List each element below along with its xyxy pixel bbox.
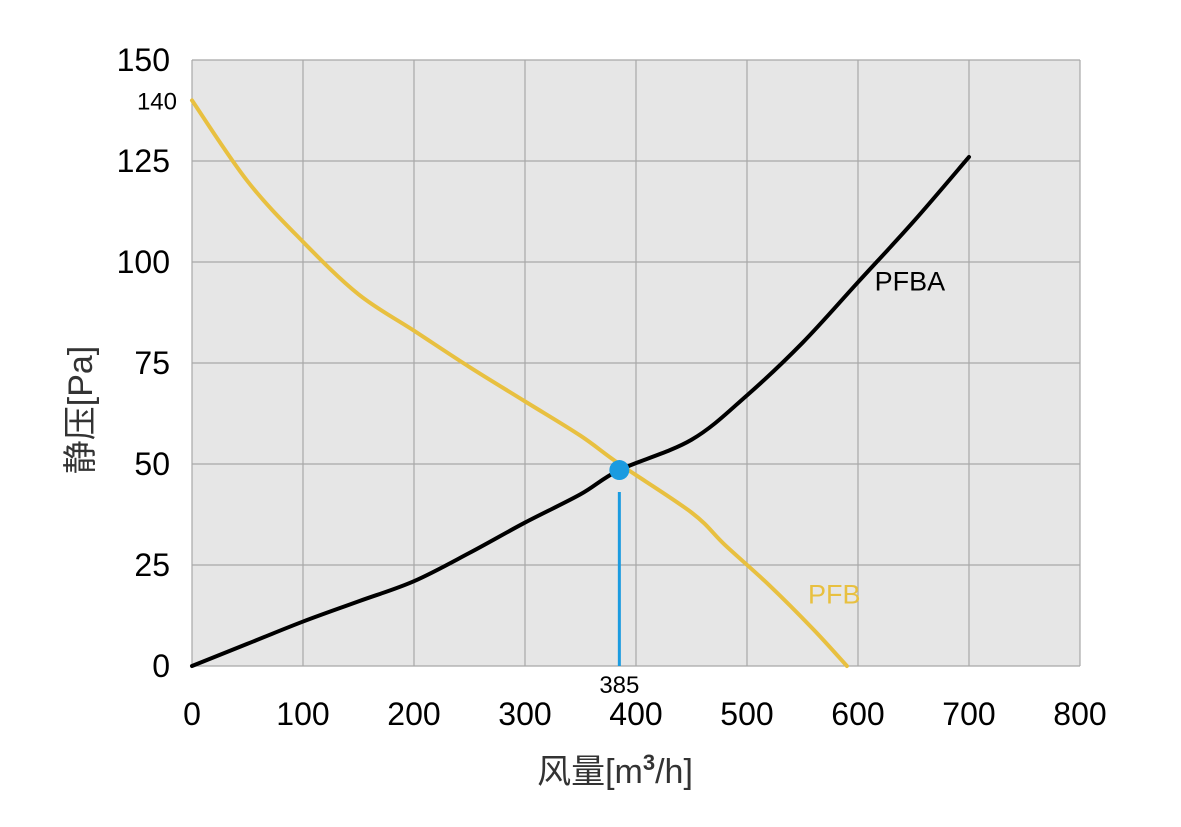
x-tick-label: 800 <box>1053 696 1106 732</box>
x-tick-label: 200 <box>387 696 440 732</box>
x-tick-label: 700 <box>942 696 995 732</box>
x-axis-title-main: 风量[m <box>537 753 643 791</box>
series-layer: PFBA PFB <box>190 98 971 668</box>
y-tick-label: 50 <box>134 446 170 482</box>
y-tick-label: 150 <box>117 42 170 78</box>
intersection-x-value-label: 385 <box>599 672 639 699</box>
x-tick-label: 500 <box>720 696 773 732</box>
y-tick-label: 0 <box>152 648 170 684</box>
series-line-pfba <box>190 154 971 668</box>
y-tick-label: 75 <box>134 345 170 381</box>
x-axis-title-superscript: 3 <box>643 750 655 775</box>
grid-lines <box>191 59 1081 667</box>
x-tick-label: 400 <box>609 696 662 732</box>
series-line-pfb <box>190 98 849 668</box>
y-tick-label: 125 <box>117 143 170 179</box>
x-tick-label: 100 <box>276 696 329 732</box>
x-tick-label: 600 <box>831 696 884 732</box>
x-tick-label: 0 <box>183 696 201 732</box>
x-axis-title-tail: /h] <box>655 753 693 791</box>
series-label-pfb: PFB <box>808 579 861 609</box>
y-tick-labels: 0 25 50 75 100 125 150 <box>117 42 170 684</box>
x-axis-title: 风量[m3/h] <box>537 750 693 791</box>
y-tick-label: 25 <box>134 547 170 583</box>
annotation-layer: 140 385 <box>137 88 639 699</box>
y-tick-label: 100 <box>117 244 170 280</box>
x-tick-label: 300 <box>498 696 551 732</box>
y-axis-title: 静压[Pa] <box>62 346 100 474</box>
intersection-point <box>609 460 630 481</box>
y-start-value-label: 140 <box>137 88 177 115</box>
series-label-pfba: PFBA <box>875 266 946 296</box>
x-tick-labels: 0 100 200 300 400 500 600 700 800 <box>183 696 1107 732</box>
